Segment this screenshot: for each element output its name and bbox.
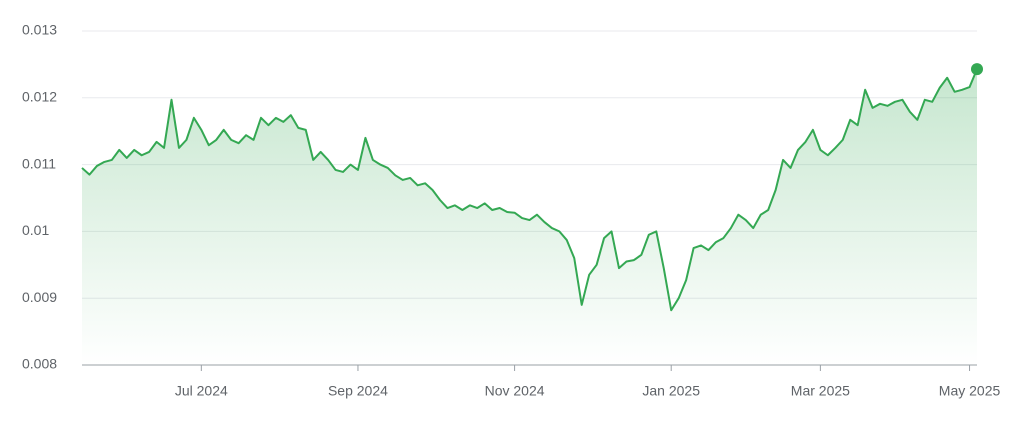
x-tick-label: Jan 2025	[642, 383, 700, 399]
y-tick-label: 0.013	[22, 22, 57, 38]
area-fill	[82, 69, 977, 365]
price-line	[81, 68, 978, 312]
y-tick-label: 0.01	[22, 222, 49, 238]
x-tick-label: Jul 2024	[175, 383, 228, 399]
x-tick-label: Sep 2024	[328, 383, 388, 399]
y-tick-label: 0.011	[22, 155, 56, 171]
y-tick-label: 0.009	[22, 289, 57, 305]
x-tick-label: Nov 2024	[485, 383, 545, 399]
x-tick-label: Mar 2025	[791, 383, 850, 399]
y-tick-label: 0.012	[22, 89, 57, 105]
y-tick-label: 0.008	[22, 356, 57, 372]
end-dot	[971, 63, 983, 76]
x-tick-label: May 2025	[939, 383, 1001, 399]
